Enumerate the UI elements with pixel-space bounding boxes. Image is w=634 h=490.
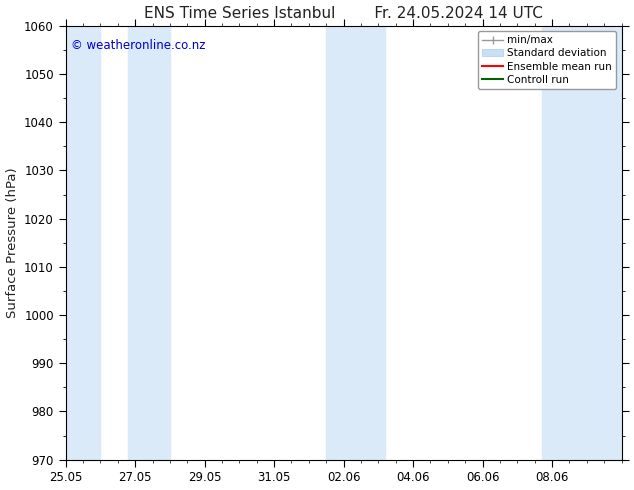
Bar: [541, 26, 625, 460]
Legend: min/max, Standard deviation, Ensemble mean run, Controll run: min/max, Standard deviation, Ensemble me…: [478, 31, 616, 89]
Y-axis label: Surface Pressure (hPa): Surface Pressure (hPa): [6, 168, 18, 318]
Bar: [62, 26, 100, 460]
Title: ENS Time Series Istanbul        Fr. 24.05.2024 14 UTC: ENS Time Series Istanbul Fr. 24.05.2024 …: [144, 5, 543, 21]
Bar: [327, 26, 385, 460]
Text: © weatheronline.co.nz: © weatheronline.co.nz: [71, 39, 205, 52]
Bar: [128, 26, 170, 460]
